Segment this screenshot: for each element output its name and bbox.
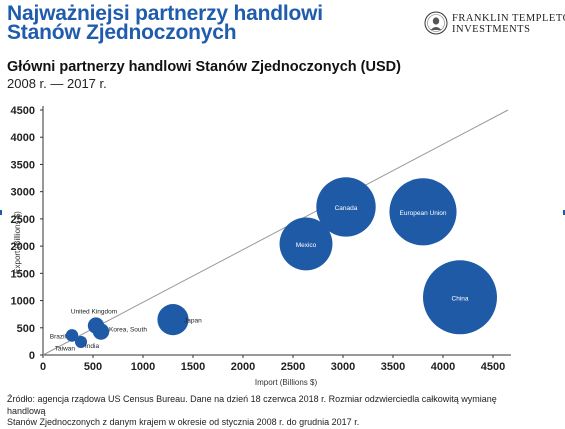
bubble (65, 329, 79, 342)
left-edge-marker (0, 210, 2, 215)
y-tick-label: 2500 (11, 214, 35, 226)
data-label: India (85, 343, 99, 350)
y-axis-title: Export (Billions $) (13, 211, 22, 274)
x-tick-label: 500 (84, 361, 102, 373)
right-edge-marker (563, 210, 565, 215)
y-tick-label: 4500 (11, 105, 35, 117)
x-tick-label: 3000 (331, 361, 355, 373)
data-label: Korea, South (109, 327, 147, 334)
y-tick-label: 4000 (11, 132, 35, 144)
data-label: European Union (400, 210, 447, 217)
reference-line (42, 109, 509, 356)
chart-period: 2008 r. — 2017 r. (7, 76, 107, 91)
bubble-chart: 0 500 1000 1500 2000 2500 3000 3500 4000 4500 0 500… (11, 105, 511, 387)
y-tick-label: 2000 (11, 241, 35, 253)
data-label: Japan (184, 318, 202, 325)
source-note: Źródło: agencja rządowa US Census Bureau… (7, 394, 507, 429)
bubble (157, 304, 189, 336)
data-label: China (452, 295, 469, 302)
y-tick-label: 1500 (11, 268, 35, 280)
x-tick-label: 3500 (381, 361, 405, 373)
y-tick-label: 3500 (11, 159, 35, 171)
data-label: Canada (335, 205, 358, 212)
chart-subtitle: Główni partnerzy handlowi Stanów Zjednoc… (7, 59, 401, 75)
data-label: Brazil (50, 333, 67, 340)
bubble (74, 335, 88, 348)
bubble (92, 323, 110, 340)
bubble (389, 178, 457, 246)
x-tick-label: 2500 (281, 361, 305, 373)
x-tick-label: 0 (40, 361, 46, 373)
y-tick-label: 3000 (11, 187, 35, 199)
page-title: Najważniejsi partnerzy handlowi Stanów Z… (7, 2, 323, 44)
data-label: United Kingdom (71, 309, 117, 316)
x-tick-label: 2000 (231, 361, 255, 373)
logo-text-line-2: INVESTMENTS (452, 24, 531, 35)
bubble (423, 260, 497, 335)
x-axis-title: Import (Billions $) (255, 378, 318, 387)
y-tick-label: 0 (29, 350, 35, 362)
source-line-1: Źródło: agencja rządowa US Census Bureau… (7, 394, 497, 416)
title-line-1: Najważniejsi partnerzy handlowi (7, 2, 323, 25)
title-line-2: Stanów Zjednoczonych (7, 21, 237, 44)
y-tick-label: 500 (17, 323, 35, 335)
y-tick-label: 1000 (11, 296, 35, 308)
data-label: Mexico (296, 242, 317, 249)
source-line-2: Stanów Zjednoczonych z danym krajem w ok… (7, 417, 360, 427)
franklin-seal-icon (424, 11, 448, 35)
x-tick-label: 4500 (481, 361, 505, 373)
logo-text-line-1: FRANKLIN TEMPLETON (452, 13, 565, 24)
bubble (279, 217, 333, 271)
x-tick-label: 4000 (431, 361, 455, 373)
x-tick-label: 1000 (131, 361, 155, 373)
x-tick-label: 1500 (181, 361, 205, 373)
data-label: Taiwan (55, 345, 76, 352)
bubble (316, 177, 376, 237)
